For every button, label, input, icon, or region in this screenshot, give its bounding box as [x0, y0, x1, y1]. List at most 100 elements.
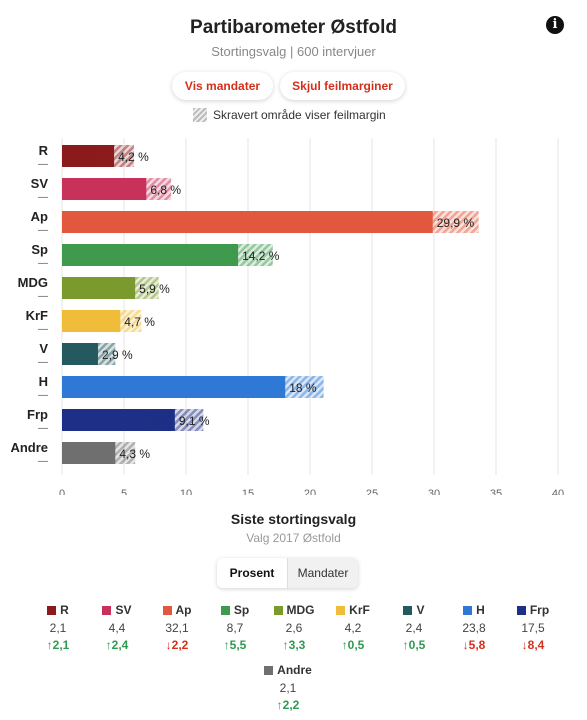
party-color-swatch — [336, 605, 346, 615]
party-name: V — [385, 602, 443, 618]
seat-marker: — — [38, 225, 48, 236]
bar-value-label: 4,3 % — [119, 447, 150, 461]
party-value: 8,7 — [226, 621, 244, 635]
party-name: H — [445, 602, 503, 618]
party-change-value: 5,8 — [468, 638, 486, 652]
poll-bar-chart: 0 5 10 15 20 25 30 35 40R—4,2 %SV—6,8 %Ap—29,9 %… — [10, 138, 564, 495]
previous-election-title: Siste stortingsvalg — [230, 511, 357, 527]
show-seats-button[interactable]: Vis mandater — [172, 72, 273, 100]
bar-value-label: 6,8 % — [150, 183, 181, 197]
party-name: KrF — [324, 602, 382, 618]
party-change-value: 8,4 — [527, 638, 545, 652]
bar-value-label: 18 % — [289, 381, 317, 395]
page-subtitle: Stortingsvalg | 600 intervjuer — [211, 44, 376, 59]
error-margin — [386, 211, 479, 233]
x-tick-label: 30 — [428, 488, 440, 495]
party-result: KrF 4,2 ↑0,5 — [324, 602, 382, 652]
arrow-up-icon: ↑ — [276, 698, 283, 712]
party-color-swatch — [403, 605, 413, 615]
party-value: 2,6 — [285, 621, 303, 635]
party-name: Ap — [148, 602, 206, 618]
arrow-up-icon: ↑ — [223, 638, 230, 652]
party-change-value: 2,2 — [282, 698, 300, 712]
party-name: Sp — [206, 602, 264, 618]
view-toggle: Prosent Mandater — [217, 558, 358, 588]
party-change: ↑2,2 — [259, 698, 317, 712]
x-tick-label: 0 — [59, 488, 65, 495]
party-change: ↓8,4 — [504, 638, 562, 652]
x-tick-label: 35 — [490, 488, 502, 495]
party-result: MDG 2,6 ↑3,3 — [265, 602, 323, 652]
party-color-swatch — [102, 605, 112, 615]
tab-seats[interactable]: Mandater — [287, 558, 358, 588]
error-margin-legend: Skravert område viser feilmargin — [193, 107, 386, 123]
party-name-label: Sp — [233, 603, 250, 617]
bar-value-label: 5,9 % — [139, 282, 170, 296]
seat-marker: — — [38, 291, 48, 302]
party-change: ↓2,2 — [148, 638, 206, 652]
x-tick-label: 40 — [552, 488, 564, 495]
party-name-label: Ap — [175, 603, 192, 617]
bar[interactable] — [62, 211, 433, 233]
info-icon[interactable]: i — [546, 16, 564, 34]
party-name-label: V — [416, 603, 425, 617]
x-tick-label: 25 — [366, 488, 378, 495]
party-color-swatch — [516, 605, 526, 615]
party-change: ↑0,5 — [324, 638, 382, 652]
x-tick-label: 10 — [180, 488, 192, 495]
bar[interactable] — [62, 376, 286, 398]
seat-marker: — — [38, 258, 48, 269]
arrow-down-icon: ↓ — [521, 638, 528, 652]
party-change: ↑5,5 — [206, 638, 264, 652]
party-value: 4,4 — [108, 621, 126, 635]
party-change: ↑3,3 — [265, 638, 323, 652]
error-margin — [146, 409, 204, 431]
party-name-label: KrF — [349, 603, 370, 617]
tab-percent[interactable]: Prosent — [217, 558, 287, 588]
seat-marker: — — [38, 456, 48, 467]
party-color-swatch — [463, 605, 473, 615]
category-label: V — [39, 341, 48, 356]
party-value: 23,8 — [462, 621, 486, 635]
party-value: 32,1 — [165, 621, 189, 635]
party-color-swatch — [264, 665, 274, 675]
party-name-label: H — [476, 603, 485, 617]
arrow-up-icon: ↑ — [105, 638, 112, 652]
error-margin — [246, 376, 324, 398]
seat-marker: — — [38, 357, 48, 368]
error-margin — [94, 145, 134, 167]
party-color-swatch — [273, 605, 283, 615]
party-value: 2,1 — [49, 621, 67, 635]
party-name-label: Andre — [277, 663, 312, 677]
category-label: KrF — [26, 308, 48, 323]
page-title: Partibarometer Østfold — [190, 17, 397, 38]
seat-marker: — — [38, 192, 48, 203]
category-label: Andre — [10, 440, 48, 455]
party-change-value: 0,5 — [347, 638, 365, 652]
party-value: 2,4 — [405, 621, 423, 635]
arrow-up-icon: ↑ — [402, 638, 409, 652]
party-change: ↑2,1 — [29, 638, 87, 652]
x-tick-label: 20 — [304, 488, 316, 495]
party-result: Sp 8,7 ↑5,5 — [206, 602, 264, 652]
error-margin — [99, 310, 142, 332]
party-name: R — [29, 602, 87, 618]
party-color-swatch — [47, 605, 57, 615]
party-result: H 23,8 ↓5,8 — [445, 602, 503, 652]
party-change-value: 2,4 — [111, 638, 129, 652]
bar-value-label: 4,7 % — [124, 315, 155, 329]
hide-margins-button[interactable]: Skjul feilmarginer — [280, 72, 405, 100]
error-margin — [203, 244, 273, 266]
party-name-label: SV — [115, 603, 132, 617]
error-margin — [80, 343, 116, 365]
party-color-swatch — [220, 605, 230, 615]
bar-value-label: 9,1 % — [179, 414, 210, 428]
party-result: Ap 32,1 ↓2,2 — [148, 602, 206, 652]
seat-marker: — — [38, 390, 48, 401]
party-name-label: MDG — [286, 603, 315, 617]
seat-marker: — — [38, 159, 48, 170]
party-change: ↓5,8 — [445, 638, 503, 652]
party-name: SV — [88, 602, 146, 618]
arrow-up-icon: ↑ — [282, 638, 289, 652]
bar[interactable] — [62, 244, 239, 266]
